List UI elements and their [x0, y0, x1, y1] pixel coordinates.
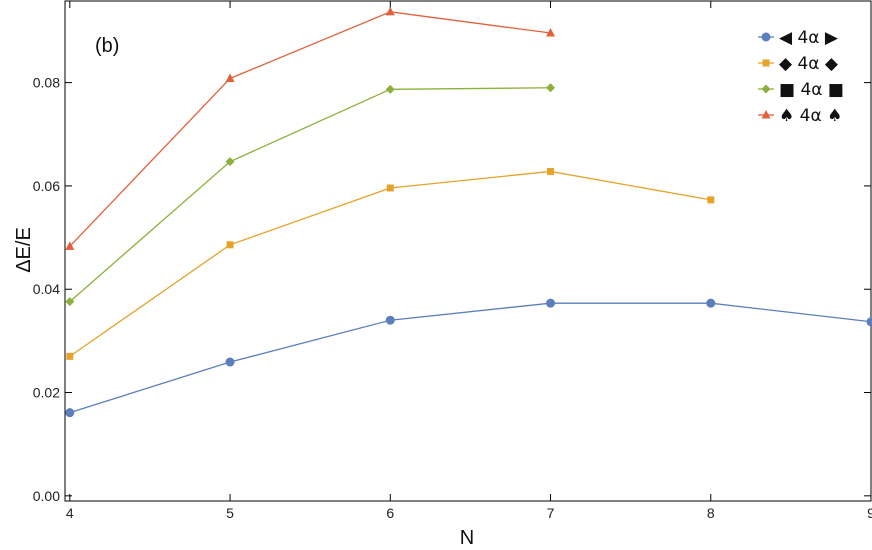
series-layer	[65, 6, 872, 418]
legend-label: ■ 4α ■	[779, 80, 844, 100]
data-point	[225, 157, 235, 167]
plot-frame	[64, 0, 872, 502]
x-tick-label: 4	[66, 505, 74, 521]
legend-item: ◀ 4α ▶	[758, 28, 839, 48]
data-point	[546, 28, 556, 37]
data-point	[386, 184, 394, 192]
series-3	[65, 6, 556, 250]
data-point	[547, 167, 555, 175]
x-tick-label: 5	[226, 505, 234, 521]
legend-marker	[761, 32, 771, 42]
legend-item: ◆ 4α ◆	[758, 54, 839, 74]
axis-ticks: 4 5 6 7 8 9 0.00 0.02 0.04 0.06 0.08	[33, 1, 872, 521]
x-tick-label: 8	[707, 505, 715, 521]
x-tick-label: 7	[547, 505, 555, 521]
y-tick-label: 0.00	[33, 488, 60, 504]
data-point	[385, 84, 395, 94]
data-point	[385, 315, 395, 325]
data-point	[707, 196, 715, 204]
data-point	[546, 298, 556, 308]
x-tick-label: 6	[386, 505, 394, 521]
data-point	[866, 317, 872, 327]
legend-label: ♠ 4α ♠	[779, 106, 842, 126]
data-point	[706, 298, 716, 308]
data-point	[225, 73, 235, 82]
y-tick-label: 0.02	[33, 385, 60, 401]
x-axis-title: N	[460, 527, 474, 549]
legend-item: ♠ 4α ♠	[758, 106, 842, 126]
legend-marker	[761, 84, 771, 94]
panel-label: (b)	[95, 35, 119, 57]
legend-item: ■ 4α ■	[758, 80, 844, 100]
data-point	[546, 83, 556, 93]
series-0	[65, 298, 872, 418]
data-point	[65, 408, 75, 418]
x-tick-label: 9	[867, 505, 872, 521]
legend-marker	[762, 59, 770, 67]
y-tick-label: 0.06	[33, 178, 60, 194]
legend-marker	[761, 110, 771, 119]
y-axis-title: ΔE/E	[13, 227, 35, 273]
data-point	[226, 241, 234, 249]
legend-label: ◀ 4α ▶	[779, 28, 839, 48]
data-point	[65, 241, 75, 250]
data-point	[225, 357, 235, 367]
y-tick-label: 0.04	[33, 281, 60, 297]
series-line	[69, 302, 872, 414]
data-point	[65, 297, 75, 307]
data-point	[385, 6, 395, 16]
series-2	[65, 83, 556, 307]
y-tick-label: 0.08	[33, 75, 60, 91]
legend-label: ◆ 4α ◆	[779, 54, 839, 74]
series-1	[66, 167, 715, 360]
series-line	[69, 11, 551, 247]
data-point	[66, 352, 74, 360]
series-line	[69, 170, 711, 357]
series-line	[69, 87, 551, 303]
legend: ◀ 4α ▶ ◆ 4α ◆ ■ 4α ■ ♠ 4α ♠	[758, 28, 844, 126]
